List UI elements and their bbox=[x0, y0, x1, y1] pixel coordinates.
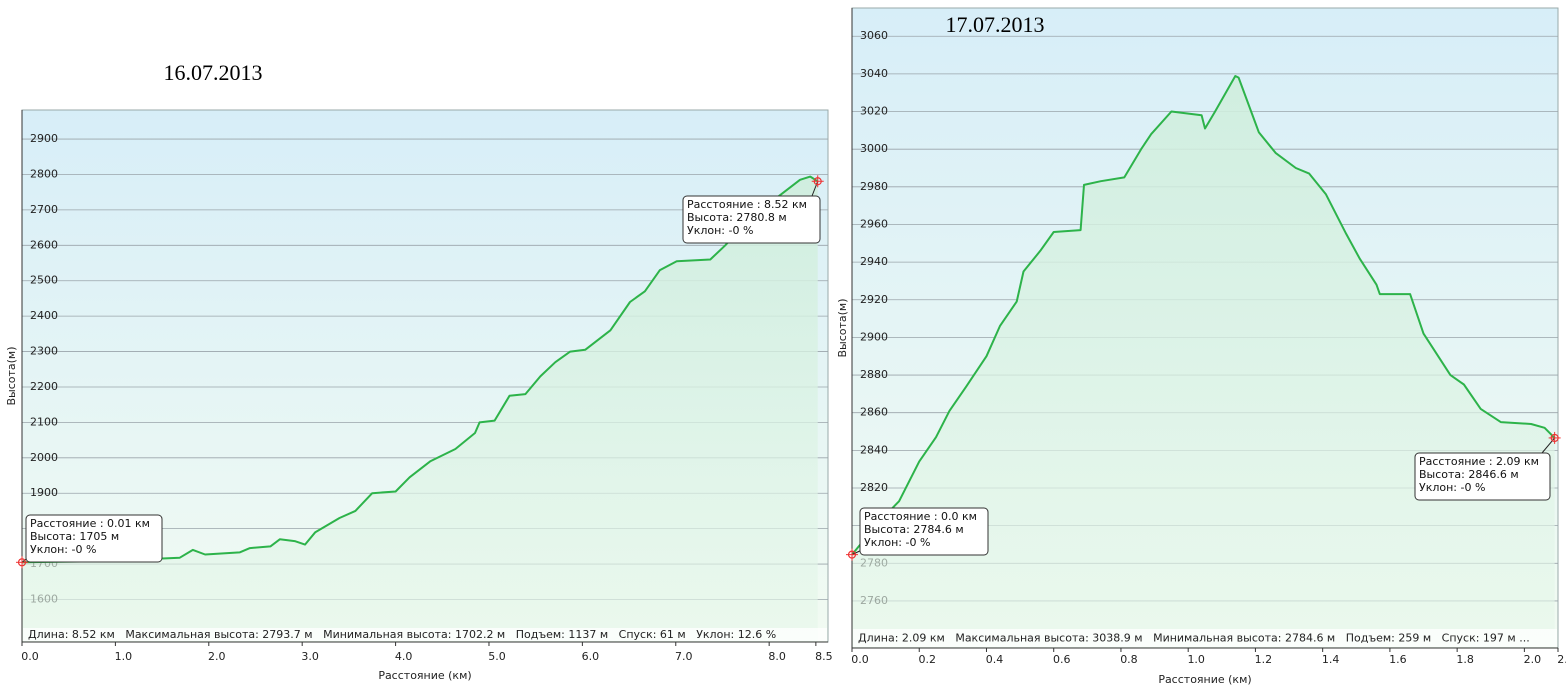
x-tick-label: 0.6 bbox=[1053, 653, 1071, 666]
x-tick-label: 2.1 bbox=[1557, 653, 1566, 666]
x-tick-label: 2.0 bbox=[208, 650, 226, 663]
point-marker bbox=[1548, 431, 1561, 444]
y-tick-label: 2860 bbox=[860, 406, 888, 419]
x-tick-label: 1.0 bbox=[115, 650, 133, 663]
y-tick-label: 2900 bbox=[30, 132, 58, 145]
footer-stats: Длина: 2.09 км Максимальная высота: 3038… bbox=[858, 632, 1530, 645]
y-tick-label: 2800 bbox=[30, 167, 58, 180]
tooltip-line: Уклон: -0 % bbox=[30, 543, 96, 556]
y-tick-label: 3000 bbox=[860, 142, 888, 155]
y-tick-label: 2940 bbox=[860, 255, 888, 268]
footer-band bbox=[23, 628, 827, 641]
tooltip-line: Уклон: -0 % bbox=[1419, 481, 1485, 494]
y-tick-label: 2000 bbox=[30, 451, 58, 464]
point-marker bbox=[811, 175, 824, 188]
tooltip-line: Расстояние : 2.09 км bbox=[1419, 455, 1539, 468]
x-tick-label: 1.0 bbox=[1187, 653, 1205, 666]
x-tick-label: 1.6 bbox=[1389, 653, 1407, 666]
x-tick-label: 4.0 bbox=[395, 650, 413, 663]
x-tick-label: 0.0 bbox=[851, 653, 869, 666]
x-tick-label: 0.8 bbox=[1120, 653, 1138, 666]
x-tick-label: 6.0 bbox=[582, 650, 600, 663]
y-tick-label: 2980 bbox=[860, 180, 888, 193]
tooltip-box bbox=[1414, 452, 1551, 501]
point-marker bbox=[846, 548, 858, 561]
x-tick-label: 1.2 bbox=[1255, 653, 1273, 666]
y-tick-label: 2600 bbox=[30, 238, 58, 251]
tooltip-box bbox=[682, 195, 821, 244]
x-tick-label: 8.0 bbox=[768, 650, 786, 663]
elevation-line bbox=[21, 175, 819, 564]
y-tick-label: 3040 bbox=[860, 67, 888, 80]
tooltip-line: Расстояние : 0.0 км bbox=[864, 510, 977, 523]
y-tick-label: 2500 bbox=[30, 274, 58, 287]
chart-title: 17.07.2013 bbox=[946, 12, 1045, 37]
y-tick-label: 2300 bbox=[30, 345, 58, 358]
x-tick-label: 0.4 bbox=[986, 653, 1004, 666]
tooltip-line: Уклон: -0 % bbox=[687, 224, 753, 237]
y-tick-label: 3020 bbox=[860, 105, 888, 118]
elevation-line bbox=[851, 75, 1556, 556]
x-tick-label: 8.5 bbox=[815, 650, 833, 663]
elevation-area bbox=[852, 76, 1555, 648]
tooltip-line: Уклон: -0 % bbox=[864, 536, 930, 549]
tooltip-line: Высота: 1705 м bbox=[30, 530, 119, 543]
y-tick-label: 1900 bbox=[30, 486, 58, 499]
y-tick-label: 2920 bbox=[860, 293, 888, 306]
footer-band bbox=[853, 629, 1557, 647]
tooltip-line: Расстояние : 0.01 км bbox=[30, 517, 150, 530]
x-axis-label: Расстояние (км) bbox=[378, 669, 471, 682]
y-tick-label: 2840 bbox=[860, 443, 888, 456]
x-tick-label: 2.0 bbox=[1524, 653, 1542, 666]
y-axis-label: Высота(м) bbox=[5, 346, 18, 405]
y-axis-label: Высота(м) bbox=[836, 298, 849, 357]
tooltip-line: Высота: 2784.6 м bbox=[864, 523, 964, 536]
tooltip-pointer bbox=[811, 181, 819, 197]
y-tick-label: 2880 bbox=[860, 368, 888, 381]
tooltip-box bbox=[25, 514, 163, 563]
y-tick-label: 2820 bbox=[860, 481, 888, 494]
x-tick-label: 0.0 bbox=[21, 650, 39, 663]
y-tick-label: 2400 bbox=[30, 309, 58, 322]
point-marker bbox=[16, 556, 28, 569]
y-tick-label: 2960 bbox=[860, 217, 888, 230]
chart-title: 16.07.2013 bbox=[164, 60, 263, 85]
x-tick-label: 1.4 bbox=[1322, 653, 1340, 666]
x-tick-label: 5.0 bbox=[488, 650, 506, 663]
x-tick-label: 7.0 bbox=[675, 650, 693, 663]
y-tick-label: 2700 bbox=[30, 203, 58, 216]
x-axis-label: Расстояние (км) bbox=[1158, 673, 1251, 686]
tooltip-line: Высота: 2780.8 м bbox=[687, 211, 787, 224]
tooltip-line: Высота: 2846.6 м bbox=[1419, 468, 1519, 481]
x-tick-label: 1.8 bbox=[1456, 653, 1474, 666]
y-tick-label: 2100 bbox=[30, 415, 58, 428]
y-tick-label: 3060 bbox=[860, 29, 888, 42]
footer-stats: Длина: 8.52 км Максимальная высота: 2793… bbox=[28, 628, 776, 641]
x-tick-label: 3.0 bbox=[301, 650, 319, 663]
y-tick-label: 2900 bbox=[860, 330, 888, 343]
elevation-area bbox=[22, 176, 818, 642]
tooltip-box bbox=[859, 507, 989, 556]
tooltip-line: Расстояние : 8.52 км bbox=[687, 198, 807, 211]
x-tick-label: 0.2 bbox=[918, 653, 936, 666]
y-tick-label: 2200 bbox=[30, 380, 58, 393]
